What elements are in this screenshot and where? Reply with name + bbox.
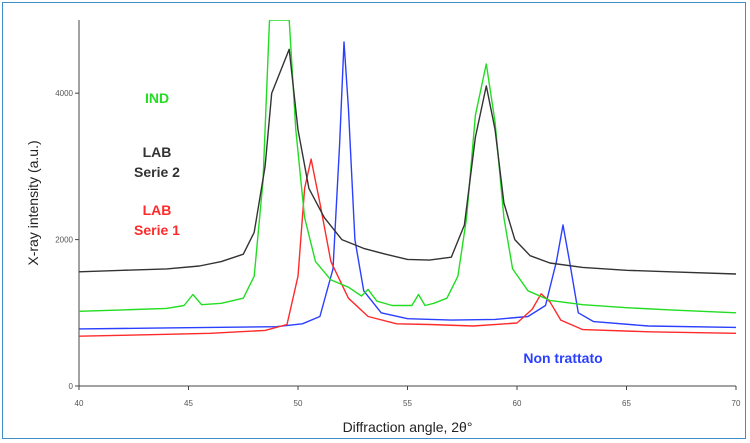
series-lines xyxy=(79,20,736,337)
series-label-lab-serie-2: LAB xyxy=(143,144,172,160)
series-label-ind: IND xyxy=(145,90,169,106)
series-line-lab-serie-2 xyxy=(79,48,736,275)
chart-frame xyxy=(2,2,746,439)
series-label-non-trattato: Non trattato xyxy=(523,350,602,366)
x-tick-label: 70 xyxy=(732,399,741,408)
x-tick-label: 40 xyxy=(75,399,84,408)
axes: 40 45 50 55 60 65 70 0 2000 4000 Diffraction angle… xyxy=(25,20,741,435)
y-axis-title: X-ray intensity (a.u.) xyxy=(25,140,41,265)
series-label-lab-serie-1: LAB xyxy=(143,202,172,218)
x-tick-label: 55 xyxy=(403,399,412,408)
y-tick-label: 0 xyxy=(69,382,74,391)
series-label-lab-serie-1: Serie 1 xyxy=(134,222,180,238)
series-line-non-trattato xyxy=(79,41,736,330)
series-line-ind xyxy=(79,20,736,314)
y-tick-label: 4000 xyxy=(55,89,73,98)
x-tick-label: 65 xyxy=(622,399,631,408)
x-axis-title: Diffraction angle, 2θ° xyxy=(343,419,473,435)
y-tick-label: 2000 xyxy=(55,236,73,245)
x-tick-label: 45 xyxy=(184,399,193,408)
x-tick-label: 50 xyxy=(294,399,303,408)
x-tick-label: 60 xyxy=(513,399,522,408)
series-label-lab-serie-2: Serie 2 xyxy=(134,164,180,180)
series-line-lab-serie-1 xyxy=(79,158,736,337)
series-labels: IND LAB Serie 2 LAB Serie 1 Non trattato xyxy=(134,90,603,366)
